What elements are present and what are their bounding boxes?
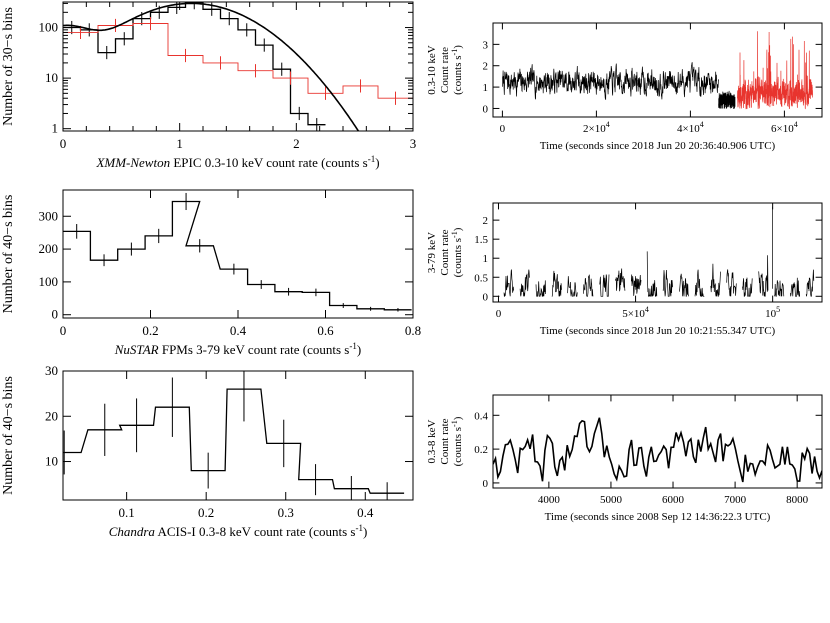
nustar_lc-xlabel: Time (seconds since 2018 Jun 20 10:21:55… xyxy=(540,325,776,337)
nustar_lc-panel: 0 5×104 105 0 0.5 1 1.5 2 Time (seconds since 20… xyxy=(426,202,823,337)
nustar_lc-xtick-label: 105 xyxy=(765,305,780,320)
xmm_hist-model-curve xyxy=(63,2,360,131)
chandra_lc-segment-0 xyxy=(493,417,822,483)
chandra_hist-data xyxy=(63,371,405,500)
xmm_hist-axes-frame xyxy=(62,1,414,132)
chandra_hist-xlabel: Chandra ACIS-I 0.3-8 keV count rate (cou… xyxy=(109,523,368,539)
xmm_hist-ylabel: Number of 30−s bins xyxy=(1,7,16,126)
chandra_hist-xtick-label: 0.3 xyxy=(278,505,294,520)
chandra_lc-xlabel: Time (seconds since 2008 Sep 12 14:36:22… xyxy=(545,511,771,523)
chandra_lc-xtick-label: 7000 xyxy=(724,494,747,506)
nustar_lc-ytick-label: 0 xyxy=(483,291,489,303)
nustar_hist-xtick-label: 0 xyxy=(60,323,67,338)
nustar_lc-ytick-label: 2 xyxy=(483,215,489,227)
chandra_lc-xtick-label: 6000 xyxy=(662,494,685,506)
chandra_hist-xtick-label: 0.4 xyxy=(357,505,374,520)
chandra_lc-data xyxy=(493,417,822,483)
nustar_hist-xlabel: NuSTAR FPMs 3-79 keV count rate (counts … xyxy=(114,341,361,357)
chandra_hist-panel: 0.1 0.2 0.3 0.4 10 20 30 Chandra ACIS-I 0.3-8 k… xyxy=(1,363,414,539)
nustar_hist-ylabel: Number of 40−s bins xyxy=(1,195,16,314)
chandra_lc-panel: 4000 5000 6000 7000 8000 0 0.2 0.4 Time (seconds… xyxy=(426,394,823,523)
nustar_hist-xtick-label: 0.4 xyxy=(230,323,247,338)
xmm_lc-ylabel-line3: (counts s-1) xyxy=(450,45,464,95)
chandra_lc-xtick-label: 8000 xyxy=(786,494,809,506)
chandra_hist-xtick-label: 0.1 xyxy=(119,505,135,520)
xmm_lc-xtick-label: 0 xyxy=(500,123,506,135)
chandra_hist-ytick-label: 10 xyxy=(45,454,58,469)
xmm_hist-xtick-label: 3 xyxy=(410,136,417,151)
nustar_hist-xtick-label: 0.2 xyxy=(142,323,158,338)
nustar_hist-axes-frame xyxy=(62,189,414,319)
xmm_lc-ylabel-line2: Count rate xyxy=(439,47,451,93)
xmm_hist-data xyxy=(63,2,413,131)
xmm_lc-data xyxy=(502,31,813,110)
nustar_lc-data xyxy=(503,206,815,297)
xmm_lc-axes-frame xyxy=(492,22,823,118)
nustar_hist-ytick-label: 100 xyxy=(39,274,59,289)
chandra_hist-axes-frame xyxy=(62,370,414,501)
xmm_hist-xtick-label: 1 xyxy=(176,136,183,151)
nustar_lc-ylabel-line3: (counts s-1) xyxy=(450,227,464,277)
nustar_hist-series-black xyxy=(63,200,412,311)
chandra_hist-xtick-label: 0.2 xyxy=(198,505,214,520)
chandra_lc-xtick-label: 5000 xyxy=(600,494,623,506)
chandra_hist-ytick-label: 20 xyxy=(45,408,58,423)
xmm_lc-segment-2 xyxy=(737,31,813,110)
xmm_hist-ytick-label: 10 xyxy=(45,70,58,85)
nustar_lc-xtick-label: 5×104 xyxy=(622,305,649,320)
xmm_lc-xtick-label: 6×104 xyxy=(771,120,798,135)
nustar_lc-ylabel-line1: 3-79 keV xyxy=(426,232,438,273)
xmm_lc-segment-1 xyxy=(718,90,736,109)
xmm_lc-ytick-label: 2 xyxy=(483,61,489,73)
nustar_hist-data xyxy=(63,192,412,312)
nustar_hist-ytick-label: 200 xyxy=(39,241,59,256)
chandra_lc-ytick-label: 0 xyxy=(483,478,489,490)
chandra_lc-ylabel-line2: Count rate xyxy=(439,418,451,464)
nustar_hist-panel: 0 0.2 0.4 0.6 0.8 0 100 200 300 NuSTAR FPMs 3-79 … xyxy=(1,189,421,357)
xmm_hist-xlabel: XMM-Newton EPIC 0.3-10 keV count rate (c… xyxy=(95,154,379,170)
nustar_lc-ylabel-line2: Count rate xyxy=(439,229,451,275)
xmm_hist-xtick-label: 0 xyxy=(60,136,67,151)
chandra_lc-ylabel-line1: 0.3-8 keV xyxy=(426,419,438,463)
xmm_hist-xtick-label: 2 xyxy=(293,136,300,151)
xmm_hist-series-black xyxy=(63,2,326,126)
nustar_lc-ytick-label: 1 xyxy=(483,253,489,265)
nustar_hist-ytick-label: 0 xyxy=(52,307,59,322)
xmm_lc-ytick-label: 1 xyxy=(483,82,489,94)
xmm_lc-ylabel-line1: 0.3-10 keV xyxy=(426,45,438,95)
nustar_hist-ytick-label: 300 xyxy=(39,208,59,223)
xmm_lc-segment-0 xyxy=(502,62,719,100)
nustar_hist-xtick-label: 0.8 xyxy=(405,323,421,338)
xmm_lc-xtick-label: 2×104 xyxy=(583,120,610,135)
nustar_lc-xtick-label: 0 xyxy=(496,308,502,320)
xmm_hist-ytick-label: 1 xyxy=(52,121,59,136)
chandra_hist-ylabel: Number of 40−s bins xyxy=(1,376,16,495)
chandra_lc-ytick-label: 0.4 xyxy=(474,410,488,422)
chandra_lc-xtick-label: 4000 xyxy=(538,494,561,506)
chandra_hist-series-black xyxy=(63,388,405,494)
chandra_hist-ytick-label: 30 xyxy=(45,363,58,378)
chandra_lc-ytick-label: 0.2 xyxy=(474,444,488,456)
nustar_lc-segment-0 xyxy=(503,206,815,297)
nustar_lc-axes-frame xyxy=(492,202,823,303)
xmm_lc-ytick-label: 0 xyxy=(483,103,489,115)
xmm_lc-xlabel: Time (seconds since 2018 Jun 20 20:36:40… xyxy=(540,140,776,152)
nustar_lc-ytick-label: 0.5 xyxy=(474,272,488,284)
nustar_hist-xtick-label: 0.6 xyxy=(317,323,334,338)
xmm_lc-panel: 0 2×104 4×104 6×104 0 1 2 3 Time (seconds since … xyxy=(426,22,823,152)
xmm_hist-ytick-label: 100 xyxy=(39,20,59,35)
xmm_lc-ytick-label: 3 xyxy=(483,39,489,51)
chandra_lc-ylabel-line3: (counts s-1) xyxy=(450,416,464,466)
nustar_lc-ytick-label: 1.5 xyxy=(474,234,488,246)
xmm_lc-xtick-label: 4×104 xyxy=(677,120,704,135)
chandra_lc-axes-frame xyxy=(492,394,823,489)
